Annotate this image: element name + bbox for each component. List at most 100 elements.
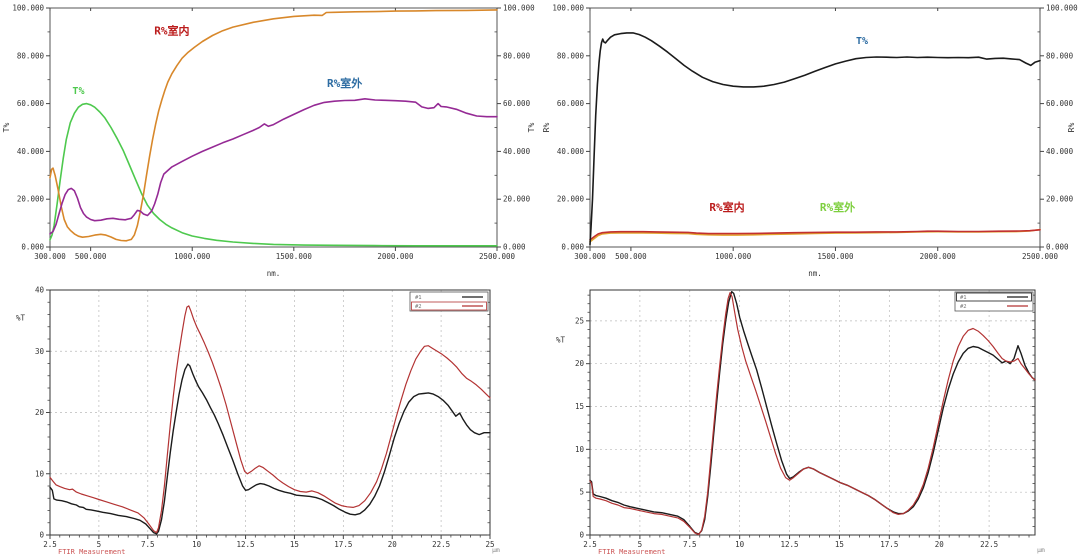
x-unit-label: µm [1037, 546, 1045, 554]
curve-label: R%室外 [820, 200, 855, 214]
x-tick-label: 1000.000 [715, 252, 752, 261]
y-tick-label: 0 [579, 531, 584, 540]
legend-label: #1 [960, 295, 967, 301]
x-tick-label: 7.5 [683, 540, 697, 549]
y-tick-label: 0.000 [561, 243, 584, 252]
y-tick-label: 10 [35, 469, 45, 478]
x-tick-label: 500.000 [615, 252, 647, 261]
y-axis-label: %T [16, 314, 26, 323]
curve-label: T% [856, 36, 868, 47]
x-tick-label: 1500.000 [276, 252, 313, 261]
y-axis-label-right: R% [1067, 123, 1076, 133]
x-tick-label: 300.000 [574, 252, 606, 261]
ftir-sample2-svg: 2.5 5 7.5 10 12.5 15 17.5 20 22.5 0 5 10 15 20 25 µm %T #… [556, 289, 1045, 556]
x-tick-label: 2000.000 [920, 252, 957, 261]
x-tick-label: 1500.000 [817, 252, 854, 261]
y-tick-label: 30 [35, 347, 45, 356]
y-tick-label: 10 [575, 445, 585, 454]
chart-footer-note: FTIR Measurement [598, 548, 665, 556]
y-tick-label: 20 [575, 359, 585, 368]
chart-ftir-sample1-panel: 2.5 5 7.5 10 12.5 15 17.5 20 22.5 25 0 10 20 30 40 µm %T… [0, 280, 540, 557]
y-tick-label-right: 0.000 [1046, 243, 1069, 252]
x-tick-label: 2000.000 [377, 252, 414, 261]
y-tick-label: 60.000 [557, 99, 585, 108]
y-tick-label-right: 0.000 [503, 243, 526, 252]
y-tick-label: 20 [35, 408, 45, 417]
x-tick-label: 2500.000 [1022, 252, 1059, 261]
x-axis-label: nm. [808, 269, 822, 278]
y-axis-label-left: T% [2, 123, 11, 133]
y-tick-label: 60.000 [17, 99, 45, 108]
x-tick-label: 15 [290, 540, 299, 549]
ftir-sample1-plot: 2.5 5 7.5 10 12.5 15 17.5 20 22.5 25 0 10 20 30 40 µm %T… [16, 286, 500, 557]
y-tick-label: 40.000 [17, 147, 45, 156]
R-indoor-curve [49, 9, 498, 242]
plot-frame [589, 289, 1036, 536]
x-tick-label: 15 [835, 540, 844, 549]
uvvis-sample1-svg: 300.000 500.000 1000.000 1500.000 2000.000 25… [2, 4, 536, 279]
x-tick-label: 22.5 [980, 540, 998, 549]
uvvis-sample2-svg: 300.000 500.000 1000.000 1500.000 2000.000 25… [542, 4, 1078, 279]
uvvis-sample1-plot: 300.000 500.000 1000.000 1500.000 2000.000 25… [2, 4, 536, 279]
y-tick-label: 0.000 [21, 243, 44, 252]
uvvis-sample2-plot: 300.000 500.000 1000.000 1500.000 2000.000 25… [542, 4, 1078, 279]
y-tick-label: 40.000 [557, 147, 585, 156]
y-axis-label-left: R% [542, 123, 551, 133]
y-tick-label: 0 [39, 531, 44, 540]
y-tick-label-right: 100.000 [503, 4, 535, 13]
legend-label: #1 [415, 295, 422, 301]
ftir-sample1-legend: #1 #2 [409, 291, 489, 312]
curve-label: R%室内 [709, 200, 744, 214]
y-tick-label-right: 80.000 [1046, 51, 1074, 60]
T-percent-curve [49, 102, 498, 247]
T-percent-curve [589, 32, 1041, 246]
ftir2-black-curve [589, 290, 1036, 535]
y-tick-label: 40 [35, 286, 45, 295]
ftir-sample1-svg: 2.5 5 7.5 10 12.5 15 17.5 20 22.5 25 0 10 20 30 40 µm %T… [16, 286, 500, 557]
y-tick-label-right: 40.000 [1046, 147, 1074, 156]
x-tick-label: 12.5 [237, 540, 255, 549]
y-axis-label-right: T% [527, 123, 536, 133]
plot-frame [589, 7, 1041, 248]
y-tick-label: 100.000 [12, 4, 44, 13]
y-tick-label: 20.000 [557, 195, 585, 204]
x-tick-label: 7.5 [141, 540, 155, 549]
curve-label: R%室内 [154, 23, 189, 37]
x-tick-label: 20 [388, 540, 398, 549]
x-tick-label: 1000.000 [174, 252, 211, 261]
y-tick-label-right: 60.000 [1046, 99, 1074, 108]
x-tick-label: 17.5 [880, 540, 898, 549]
y-tick-label-right: 20.000 [1046, 195, 1074, 204]
ftir-sample2-plot: 2.5 5 7.5 10 12.5 15 17.5 20 22.5 0 5 10 15 20 25 µm %T #… [556, 289, 1045, 556]
x-tick-label: 22.5 [432, 540, 450, 549]
y-tick-label: 20.000 [17, 195, 45, 204]
legend-label: #2 [960, 304, 967, 310]
chart-ftir-sample2-panel: 2.5 5 7.5 10 12.5 15 17.5 20 22.5 0 5 10 15 20 25 µm %T #… [540, 280, 1080, 557]
y-tick-label: 5 [579, 488, 584, 497]
y-tick-label-right: 20.000 [503, 195, 531, 204]
ftir-sample2-legend: #1 #2 [954, 291, 1034, 312]
x-axis-label: nm. [267, 269, 281, 278]
x-tick-label: 2.5 [43, 540, 57, 549]
ftir1-red-curve [49, 305, 491, 534]
y-tick-label: 80.000 [557, 51, 585, 60]
y-axis-label: %T [556, 335, 566, 344]
y-tick-label-right: 40.000 [503, 147, 531, 156]
x-tick-label: 300.000 [34, 252, 66, 261]
x-unit-label: µm [492, 546, 500, 554]
plot-frame [49, 7, 498, 248]
chart-uvvis-sample1-panel: 300.000 500.000 1000.000 1500.000 2000.000 25… [0, 0, 540, 280]
R-indoor-curve [589, 229, 1041, 241]
x-tick-label: 25 [485, 540, 494, 549]
ftir1-black-curve [49, 363, 491, 535]
x-tick-label: 5 [97, 540, 102, 549]
y-tick-label-right: 80.000 [503, 51, 531, 60]
x-tick-label: 5 [638, 540, 643, 549]
x-tick-label: 10 [735, 540, 745, 549]
y-tick-label-right: 100.000 [1046, 4, 1078, 13]
ftir2-red-curve [589, 292, 1036, 536]
curve-label: R%室外 [327, 76, 362, 90]
R-outdoor-curve [49, 98, 498, 235]
y-tick-label-right: 60.000 [503, 99, 531, 108]
